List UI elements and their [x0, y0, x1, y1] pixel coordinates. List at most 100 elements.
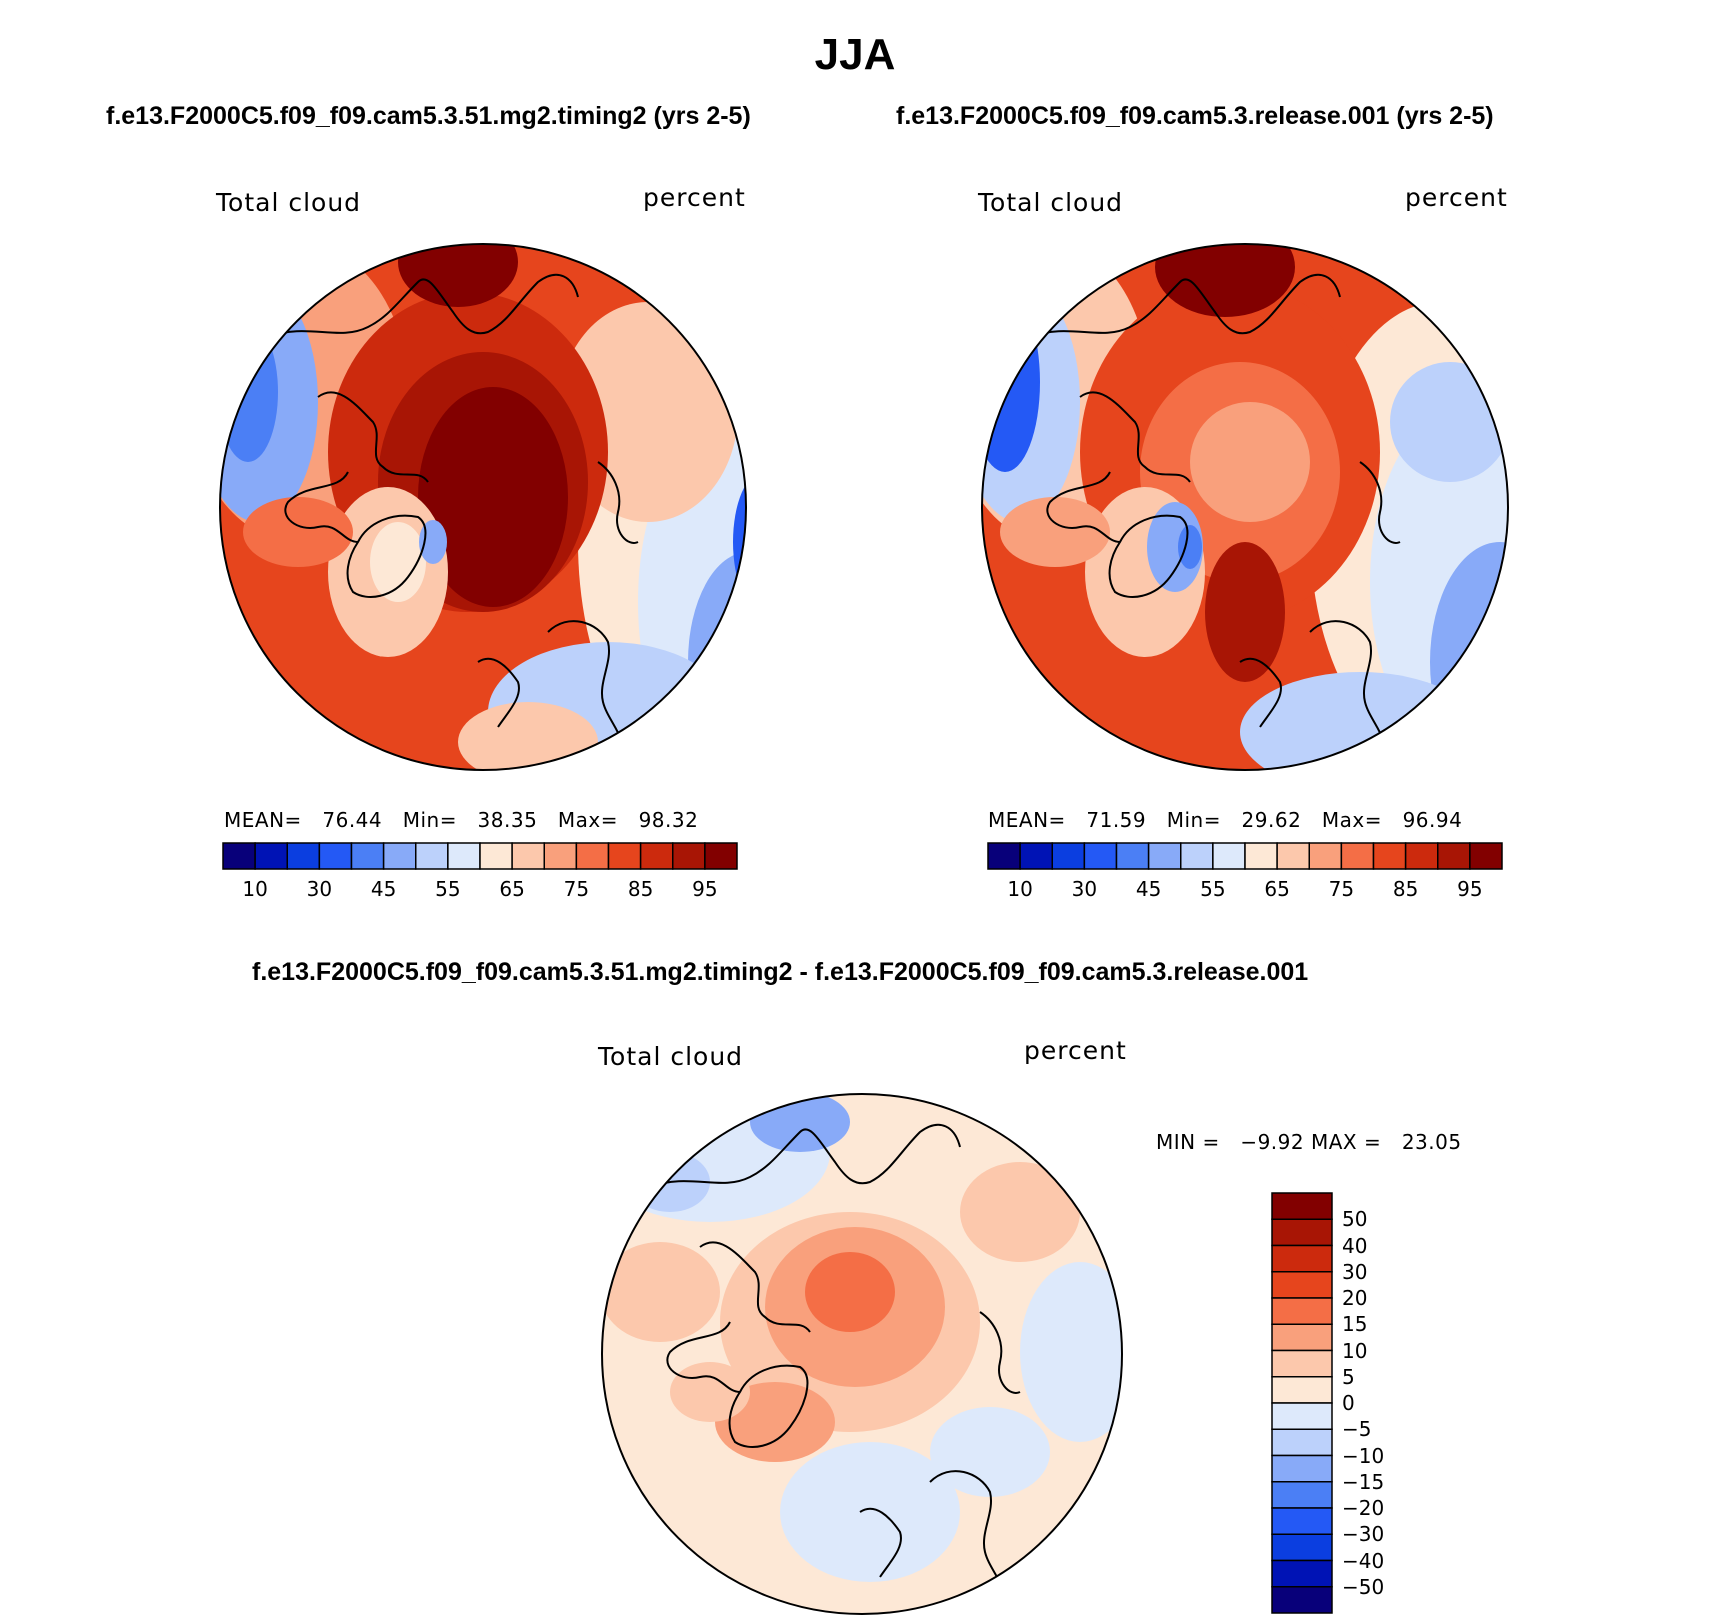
- diff-colorbar-tick-label: −5: [1342, 1417, 1372, 1442]
- panel1-coastlines: [267, 273, 639, 763]
- panel1-min-label: Min=: [402, 808, 457, 832]
- panel2-colorbar-swatch: [1019, 842, 1053, 870]
- panel1-colorbar-swatch: [607, 842, 642, 870]
- panel2-colorbar-swatch: [1212, 842, 1246, 870]
- panel1-colorbar-tick-label: 95: [692, 877, 718, 901]
- panel2-colorbar-swatch: [1147, 842, 1182, 870]
- panel1-max-value: 98.32: [638, 808, 699, 832]
- panel1-mean-value: 76.44: [322, 808, 383, 832]
- panel2-colorbar-tick-label: 95: [1457, 877, 1483, 901]
- panel1-polar-map: [219, 243, 747, 771]
- diff-colorbar-tick-label: −30: [1342, 1522, 1385, 1547]
- panel1-colorbar-swatch: [639, 842, 674, 870]
- diff-colorbar-tick-label: −40: [1342, 1548, 1385, 1573]
- panel1-colorbar-swatch: [479, 842, 513, 870]
- panel2-stats: MEAN= 71.59 Min= 29.62 Max= 96.94: [988, 808, 1462, 832]
- diff-colorbar-swatch: [1271, 1533, 1333, 1562]
- panel2-colorbar-tick-label: 55: [1200, 877, 1226, 901]
- diff-colorbar-tick-label: 0: [1342, 1391, 1355, 1415]
- panel1-colorbar-swatch: [704, 842, 738, 870]
- panel1-colorbar-swatch: [286, 842, 321, 870]
- diff-colorbar-swatch: [1271, 1271, 1333, 1299]
- diff-colorbar-tick-label: −20: [1342, 1496, 1385, 1520]
- diff-colorbar-tick-label: 10: [1342, 1338, 1368, 1363]
- panel1-cloud-field: [220, 244, 746, 770]
- diff-max-label: MAX =: [1310, 1130, 1382, 1154]
- diff-colorbar-swatch: [1271, 1454, 1333, 1483]
- panel1-units-label: percent: [643, 183, 746, 212]
- panel1-colorbar-tick-label: 30: [306, 877, 333, 901]
- diff-colorbar-swatch: [1271, 1428, 1333, 1457]
- main-title: JJA: [814, 30, 896, 79]
- panel2-map-border: [981, 243, 1509, 771]
- panel2-colorbar-swatch: [987, 842, 1021, 870]
- diff-coastlines: [649, 1123, 1021, 1613]
- panel1-mean-label: MEAN=: [224, 808, 302, 832]
- diff-colorbar-tick-label: −15: [1342, 1469, 1385, 1494]
- panel1-colorbar-swatch: [415, 842, 449, 870]
- panel2-colorbar-swatch: [1180, 842, 1214, 870]
- diff-colorbar-tick-label: −50: [1342, 1574, 1385, 1599]
- panel1-case-title: f.e13.F2000C5.f09_f09.cam5.3.51.mg2.timi…: [106, 102, 751, 130]
- panel1-colorbar-swatch: [672, 842, 706, 870]
- panel2-units-label: percent: [1405, 183, 1508, 212]
- panel2-mean-label: MEAN=: [988, 808, 1066, 832]
- diff-map-border: [601, 1093, 1123, 1615]
- panel2-min-label: Min=: [1166, 808, 1221, 832]
- panel2-colorbar-tick-label: 45: [1135, 877, 1162, 901]
- panel2-colorbar-swatch: [1051, 842, 1086, 870]
- panel2-colorbar-tick-label: 75: [1328, 877, 1355, 901]
- panel1-colorbar: [222, 842, 738, 870]
- diff-colorbar-swatch: [1271, 1507, 1333, 1535]
- panel2-mean-value: 71.59: [1086, 808, 1147, 832]
- panel2-colorbar-tick-label: 30: [1071, 877, 1098, 901]
- diff-min-value: −9.92: [1240, 1130, 1305, 1154]
- panel1-colorbar-swatch: [350, 842, 385, 870]
- panel2-colorbar-swatch: [1276, 842, 1310, 870]
- diff-colorbar-swatch: [1271, 1376, 1333, 1404]
- panel1-colorbar-tick-label: 75: [563, 877, 590, 901]
- panel2-min-value: 29.62: [1241, 808, 1302, 832]
- panel2-max-label: Max=: [1321, 808, 1382, 832]
- diff-colorbar-swatch: [1271, 1244, 1333, 1273]
- panel1-colorbar-tick-label: 85: [627, 877, 654, 901]
- diff-colorbar-tick-label: 50: [1342, 1207, 1368, 1232]
- diff-colorbar-swatch: [1271, 1323, 1333, 1352]
- diff-colorbar-tick-label: 20: [1342, 1286, 1368, 1310]
- panel1-min-value: 38.35: [477, 808, 538, 832]
- panel1-colorbar-tick-label: 65: [499, 877, 525, 901]
- panel2-colorbar-swatch: [1308, 842, 1343, 870]
- diff-polar-map: [601, 1093, 1123, 1615]
- diff-colorbar: [1271, 1192, 1333, 1614]
- diff-colorbar-swatch: [1271, 1349, 1333, 1378]
- diff-stats: MIN = −9.92 MAX = 23.05: [1156, 1130, 1462, 1154]
- panel2-colorbar-tick-label: 85: [1392, 877, 1419, 901]
- panel2-colorbar-swatch: [1372, 842, 1407, 870]
- diff-max-value: 23.05: [1401, 1130, 1462, 1154]
- panel2-colorbar-tick-label: 65: [1264, 877, 1290, 901]
- panel1-stats: MEAN= 76.44 Min= 38.35 Max= 98.32: [224, 808, 698, 832]
- panel2-colorbar-swatch: [1083, 842, 1118, 870]
- diff-colorbar-tick-label: 40: [1342, 1233, 1368, 1258]
- diff-variable-label: Total cloud: [598, 1042, 744, 1071]
- diff-colorbar-swatch: [1271, 1218, 1333, 1247]
- panel1-colorbar-tick-label: 45: [370, 877, 397, 901]
- panel1-colorbar-swatch: [222, 842, 256, 870]
- panel2-colorbar-swatch: [1115, 842, 1150, 870]
- diff-colorbar-swatch: [1271, 1192, 1333, 1220]
- diff-colorbar-swatch: [1271, 1297, 1333, 1325]
- panel1-colorbar-swatch: [511, 842, 545, 870]
- panel2-max-value: 96.94: [1402, 808, 1463, 832]
- panel2-cloud-field: [982, 244, 1508, 770]
- panel2-colorbar-swatch: [1340, 842, 1375, 870]
- panel1-colorbar-swatch: [575, 842, 610, 870]
- panel2-variable-label: Total cloud: [978, 188, 1124, 217]
- panel1-variable-label: Total cloud: [216, 188, 362, 217]
- diff-colorbar-swatch: [1271, 1481, 1333, 1509]
- panel2-case-title: f.e13.F2000C5.f09_f09.cam5.3.release.001…: [896, 102, 1494, 130]
- diff-colorbar-swatch: [1271, 1586, 1333, 1614]
- diff-colorbar-swatch: [1271, 1559, 1333, 1588]
- panel2-colorbar-swatch: [1469, 842, 1503, 870]
- panel1-colorbar-swatch: [318, 842, 353, 870]
- panel1-colorbar-swatch: [447, 842, 481, 870]
